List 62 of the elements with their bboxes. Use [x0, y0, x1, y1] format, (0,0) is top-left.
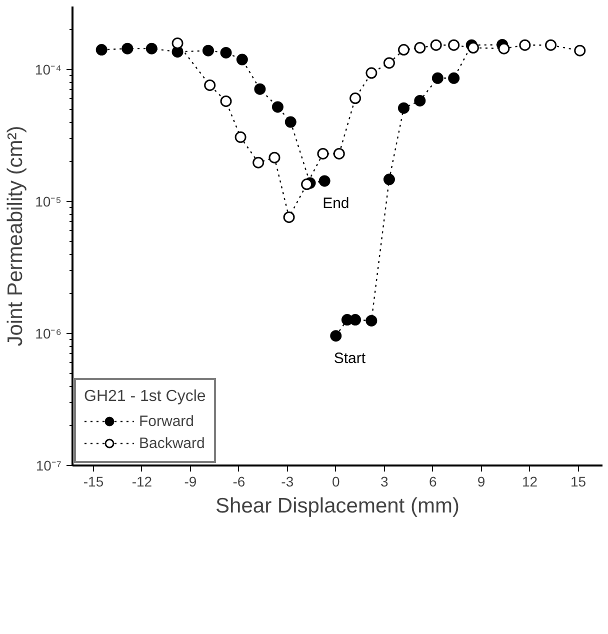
x-tick-label: 0 [332, 474, 340, 490]
point [220, 95, 232, 107]
point [519, 39, 531, 51]
point [301, 178, 313, 190]
point [204, 79, 216, 91]
point [122, 42, 134, 54]
point [236, 54, 248, 66]
point [366, 314, 378, 326]
point [350, 92, 362, 104]
y-tick-label: 10⁻⁴ [34, 61, 62, 78]
point [268, 152, 280, 164]
point [414, 42, 426, 54]
point [96, 44, 108, 56]
y-tick-label: 10⁻⁷ [36, 458, 62, 474]
point [414, 94, 426, 106]
legend-label: Backward [139, 434, 205, 452]
x-tick-label: -9 [184, 474, 197, 490]
legend-title: GH21 - 1st Cycle [84, 388, 206, 406]
point [350, 314, 362, 326]
point [432, 72, 444, 84]
point [448, 72, 460, 84]
point [284, 116, 296, 128]
point [283, 211, 295, 223]
legend-label: Forward [139, 412, 194, 430]
point [574, 44, 586, 56]
point [234, 131, 246, 143]
point [333, 148, 345, 160]
y-tick-label: 10⁻⁵ [35, 193, 62, 210]
annotation: Start [334, 350, 366, 367]
x-tick-label: 3 [380, 474, 388, 490]
y-axis-title: Joint Permeability (cm²) [4, 126, 27, 346]
point [398, 102, 410, 114]
x-tick-label: 6 [428, 474, 437, 490]
point [272, 101, 284, 113]
point [318, 175, 330, 187]
x-tick-label: -12 [132, 474, 152, 490]
point [366, 67, 378, 79]
point [330, 330, 342, 342]
point [398, 44, 410, 56]
point [252, 156, 264, 168]
point [498, 42, 510, 54]
point [146, 42, 158, 54]
point [545, 39, 557, 51]
point [220, 46, 232, 58]
annotation: End [322, 194, 350, 212]
point [172, 38, 184, 49]
x-tick-label: 12 [522, 474, 538, 490]
x-tick-label: 15 [570, 474, 586, 490]
point [202, 44, 214, 56]
point [383, 57, 395, 69]
point [448, 39, 460, 51]
x-tick-label: -3 [281, 474, 294, 490]
point [430, 39, 442, 51]
point [383, 174, 395, 186]
y-tick-label: 10⁻⁶ [35, 325, 62, 342]
x-tick-label: -15 [83, 474, 104, 490]
x-tick-label: -6 [232, 474, 246, 490]
x-tick-label: 9 [477, 474, 486, 490]
point [317, 148, 329, 160]
point [467, 42, 479, 54]
x-axis-title: Shear Displacement (mm) [216, 494, 460, 518]
point [254, 83, 266, 95]
